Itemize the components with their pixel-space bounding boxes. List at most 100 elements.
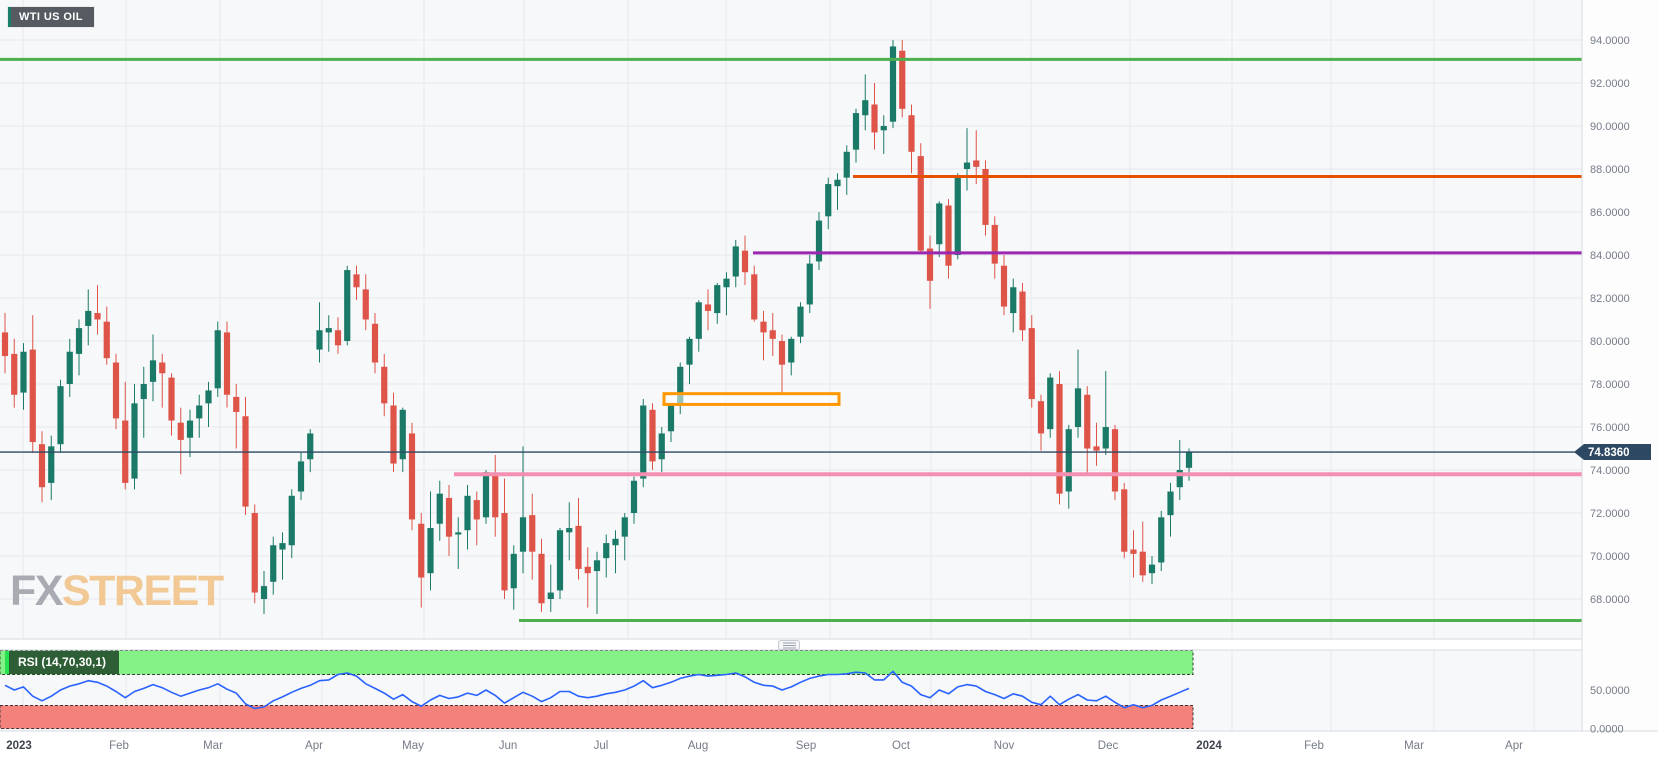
time-axis-label: Mar [203, 740, 223, 752]
candle-body [1056, 384, 1063, 494]
candle-body [751, 274, 758, 320]
candle [242, 396, 249, 516]
candle [1047, 373, 1054, 438]
candle [482, 470, 490, 524]
candle-body [797, 306, 804, 337]
candle [889, 40, 897, 129]
candle-body [649, 409, 656, 462]
candle [538, 538, 545, 612]
candle-body [38, 444, 46, 488]
candle [704, 289, 712, 331]
candle-body [279, 543, 286, 550]
price-axis-label: 90.0000 [1590, 121, 1630, 133]
candle-body [233, 396, 240, 412]
candle [834, 173, 841, 210]
time-axis-label: Feb [109, 740, 129, 752]
candle-body [723, 278, 730, 288]
candle-body [908, 115, 915, 152]
candle-body [630, 480, 638, 513]
candle [75, 319, 83, 376]
candle-body [1037, 401, 1045, 434]
candle [196, 394, 203, 438]
candle-body [621, 517, 628, 537]
price-axis[interactable] [1582, 0, 1658, 731]
candle [288, 489, 295, 559]
candle-body [344, 270, 351, 341]
candle-body [529, 515, 536, 552]
time-axis-label: Nov [994, 740, 1015, 752]
pane-resize-grip[interactable] [778, 640, 800, 650]
candle-body [1000, 265, 1008, 307]
candle [825, 177, 832, 230]
candle [797, 302, 804, 344]
candle [408, 422, 416, 531]
candle-body [270, 545, 277, 582]
candle-body [1010, 287, 1017, 314]
candle [223, 321, 231, 408]
candle [103, 306, 110, 365]
candle [48, 435, 55, 501]
candle-body [1185, 452, 1193, 468]
candle [556, 528, 564, 599]
candle-body [917, 156, 924, 251]
candle-body [834, 179, 841, 187]
candle-body [584, 566, 591, 574]
candle [806, 255, 813, 314]
rsi-line [4, 670, 1190, 710]
candle-body [1139, 551, 1146, 576]
candle [251, 504, 258, 604]
candle [991, 216, 998, 279]
symbol-badge[interactable]: WTI US OIL [8, 7, 94, 27]
candle [1010, 278, 1017, 333]
candle-body [436, 493, 443, 524]
rectangle-zone[interactable] [662, 392, 841, 406]
candle-body [57, 386, 64, 445]
candle-body [926, 248, 934, 281]
candle [1121, 482, 1128, 559]
candle-body [945, 205, 952, 266]
candle-body [963, 162, 971, 169]
candle [1037, 394, 1045, 451]
candle-body [492, 474, 499, 518]
candle [1130, 530, 1137, 578]
candle-body [214, 330, 221, 389]
candle-body [371, 323, 379, 363]
candle-body [464, 495, 471, 531]
candle [723, 272, 730, 316]
candle [612, 530, 619, 574]
candle-body [1047, 377, 1054, 430]
candle [667, 403, 675, 443]
candle [741, 235, 749, 286]
candle [566, 502, 573, 561]
candle [1139, 521, 1146, 582]
candle-body [149, 360, 157, 382]
candle-body [1074, 388, 1082, 427]
candle [788, 336, 795, 376]
candle [399, 407, 406, 473]
time-axis[interactable] [0, 731, 1658, 757]
candle-body [982, 169, 989, 225]
candle-body [593, 560, 601, 572]
candle-body [159, 362, 166, 374]
candle [926, 235, 934, 309]
candle-body [501, 513, 508, 591]
candle [1176, 439, 1183, 501]
candle [297, 452, 305, 501]
candle [159, 353, 166, 408]
candle-body [381, 366, 388, 404]
candle [1019, 282, 1026, 341]
candle-body [29, 349, 36, 443]
candle-body [251, 513, 258, 593]
candle-body [1111, 429, 1119, 492]
price-pane[interactable] [0, 0, 1582, 639]
candlestick-series[interactable] [1, 40, 1193, 615]
price-axis-label: 82.0000 [1590, 293, 1630, 305]
price-axis-label: 70.0000 [1590, 551, 1630, 563]
candle-body [741, 250, 749, 273]
candle [270, 536, 277, 595]
rsi-indicator-label[interactable]: RSI (14,70,30,1) [5, 651, 120, 674]
candle [908, 104, 915, 174]
candle [344, 265, 351, 346]
